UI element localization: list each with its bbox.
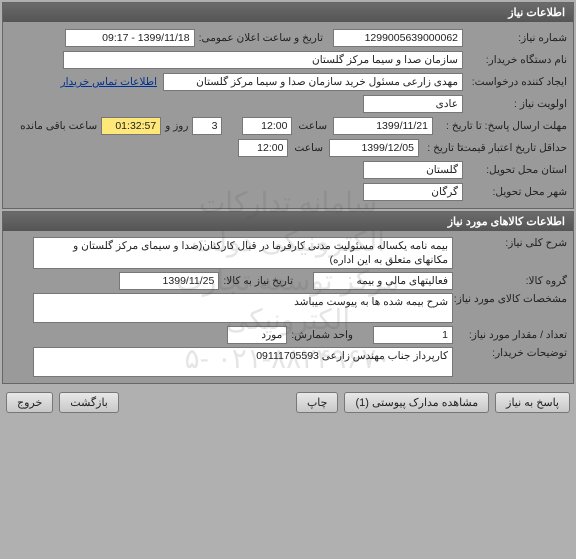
attachments-button[interactable]: مشاهده مدارک پیوستی (1)	[344, 392, 489, 413]
group-field: فعالیتهای مالی و بیمه	[313, 272, 453, 290]
goods-info-header: اطلاعات کالاهای مورد نیاز	[3, 212, 573, 231]
button-bar: پاسخ به نیاز مشاهده مدارک پیوستی (1) چاپ…	[0, 386, 576, 419]
back-button[interactable]: بازگشت	[59, 392, 119, 413]
buyer-field: سازمان صدا و سیما مرکز گلستان	[63, 51, 463, 69]
buyer-notes-label: توضیحات خریدار:	[457, 347, 567, 359]
city-label: شهر محل تحویل:	[467, 186, 567, 198]
days-field: 3	[192, 117, 222, 135]
countdown-field: 01:32:57	[101, 117, 161, 135]
city-field: گرگان	[363, 183, 463, 201]
qty-field: 1	[373, 326, 453, 344]
days-label: روز و	[165, 120, 188, 132]
announce-label: تاریخ و ساعت اعلان عمومی:	[199, 32, 323, 44]
group-label: گروه کالا:	[457, 275, 567, 287]
time-label-1: ساعت	[298, 120, 327, 132]
desc-label: شرح کلی نیاز:	[457, 237, 567, 249]
desc-field: بیمه نامه یکساله مسئولیت مدنی کارفرما در…	[33, 237, 453, 269]
priority-label: اولویت نیاز :	[467, 98, 567, 110]
buyer-label: نام دستگاه خریدار:	[467, 54, 567, 66]
unit-field: مورد	[227, 326, 287, 344]
qty-label: تعداد / مقدار مورد نیاز:	[457, 329, 567, 341]
creator-field: مهدی زارعی مسئول خرید سازمان صدا و سیما …	[163, 73, 463, 91]
need-no-field: 1299005639000062	[333, 29, 463, 47]
deadline-date-field: 1399/11/21	[333, 117, 433, 135]
contact-link[interactable]: اطلاعات تماس خریدار	[61, 76, 157, 88]
goods-date-label: تاریخ نیاز به کالا:	[223, 275, 293, 287]
reply-button[interactable]: پاسخ به نیاز	[495, 392, 570, 413]
deadline-label: مهلت ارسال پاسخ: تا تاریخ :	[437, 120, 567, 132]
valid-time-field: 12:00	[238, 139, 288, 157]
min-valid-label: حداقل تاریخ اعتبار قیمت:	[467, 143, 567, 154]
announce-field: 1399/11/18 - 09:17	[65, 29, 195, 47]
need-no-label: شماره نیاز:	[467, 32, 567, 44]
need-info-panel: اطلاعات نیاز شماره نیاز: 129900563900006…	[2, 2, 574, 209]
buyer-notes-field: کارپرداز جناب مهندس زارعی 09111705593	[33, 347, 453, 377]
goods-date-field: 1399/11/25	[119, 272, 219, 290]
need-info-header: اطلاعات نیاز	[3, 3, 573, 22]
time-label-2: ساعت	[294, 142, 323, 154]
creator-label: ایجاد کننده درخواست:	[467, 76, 567, 88]
print-button[interactable]: چاپ	[296, 392, 339, 413]
province-field: گلستان	[363, 161, 463, 179]
deadline-time-field: 12:00	[242, 117, 292, 135]
province-label: استان محل تحویل:	[467, 164, 567, 176]
valid-to-label: تا تاریخ :	[423, 142, 463, 154]
remain-label: ساعت باقی مانده	[20, 120, 97, 132]
valid-date-field: 1399/12/05	[329, 139, 419, 157]
spec-field: شرح بیمه شده ها به پیوست میباشد	[33, 293, 453, 323]
spec-label: مشخصات کالای مورد نیاز:	[457, 293, 567, 305]
goods-info-panel: اطلاعات کالاهای مورد نیاز شرح کلی نیاز: …	[2, 211, 574, 384]
priority-field: عادی	[363, 95, 463, 113]
unit-label: واحد شمارش:	[291, 329, 353, 341]
exit-button[interactable]: خروج	[6, 392, 53, 413]
